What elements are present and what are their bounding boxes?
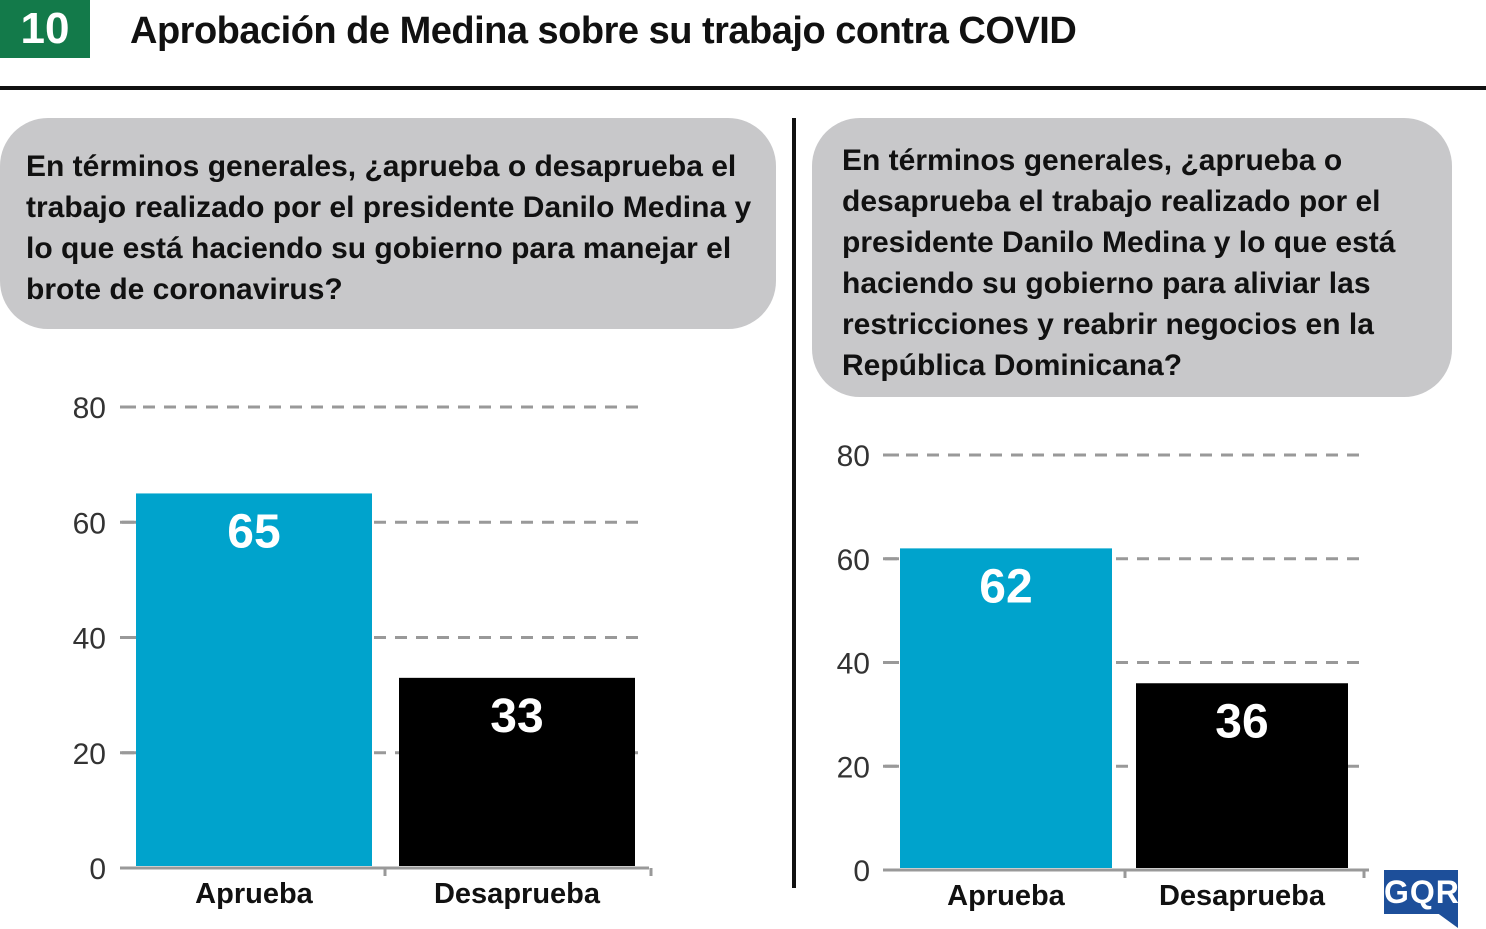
- bar-desaprueba: [1136, 683, 1348, 868]
- gqr-logo: GQR: [1384, 870, 1459, 914]
- question-left-bubble: En términos generales, ¿aprueba o desapr…: [0, 118, 776, 329]
- y-tick-label-0: 0: [89, 853, 106, 886]
- y-tick-label-60: 60: [73, 507, 106, 540]
- x-category-label-aprueba: Aprueba: [195, 878, 314, 910]
- y-tick-label-40: 40: [837, 648, 870, 681]
- bar-aprueba: [900, 548, 1112, 868]
- bar-desaprueba: [399, 677, 635, 866]
- bar-aprueba: [136, 493, 372, 866]
- panel-divider: [792, 118, 796, 888]
- y-tick-label-20: 20: [73, 738, 106, 771]
- chart-left: 0 20 40 60 80 65 Aprueba 33 Desaprueba: [73, 392, 653, 910]
- x-category-label-desaprueba: Desaprueba: [434, 878, 601, 910]
- chart-number-badge: 10: [0, 0, 90, 58]
- y-tick-label-80: 80: [73, 392, 106, 425]
- question-left-text: En términos generales, ¿aprueba o desapr…: [26, 150, 752, 306]
- y-tick-label-80: 80: [837, 440, 870, 473]
- y-tick-label-40: 40: [73, 623, 106, 656]
- question-right-text: En términos generales, ¿aprueba o desapr…: [842, 144, 1396, 382]
- question-right-bubble: En términos generales, ¿aprueba o desapr…: [812, 118, 1452, 397]
- bar-value-label-desaprueba: 36: [1215, 695, 1268, 748]
- x-category-label-desaprueba: Desaprueba: [1159, 880, 1326, 912]
- bar-value-label-aprueba: 65: [227, 505, 280, 558]
- gqr-logo-tail: [1436, 912, 1458, 928]
- bar-value-label-desaprueba: 33: [490, 690, 543, 743]
- y-tick-label-0: 0: [853, 855, 870, 888]
- bar-value-label-aprueba: 62: [979, 560, 1032, 613]
- y-tick-label-60: 60: [837, 544, 870, 577]
- header-rule: [0, 86, 1486, 90]
- x-category-label-aprueba: Aprueba: [947, 880, 1066, 912]
- y-tick-label-20: 20: [837, 751, 870, 784]
- page-title: Aprobación de Medina sobre su trabajo co…: [130, 10, 1077, 52]
- header: 10 Aprobación de Medina sobre su trabajo…: [0, 0, 1486, 92]
